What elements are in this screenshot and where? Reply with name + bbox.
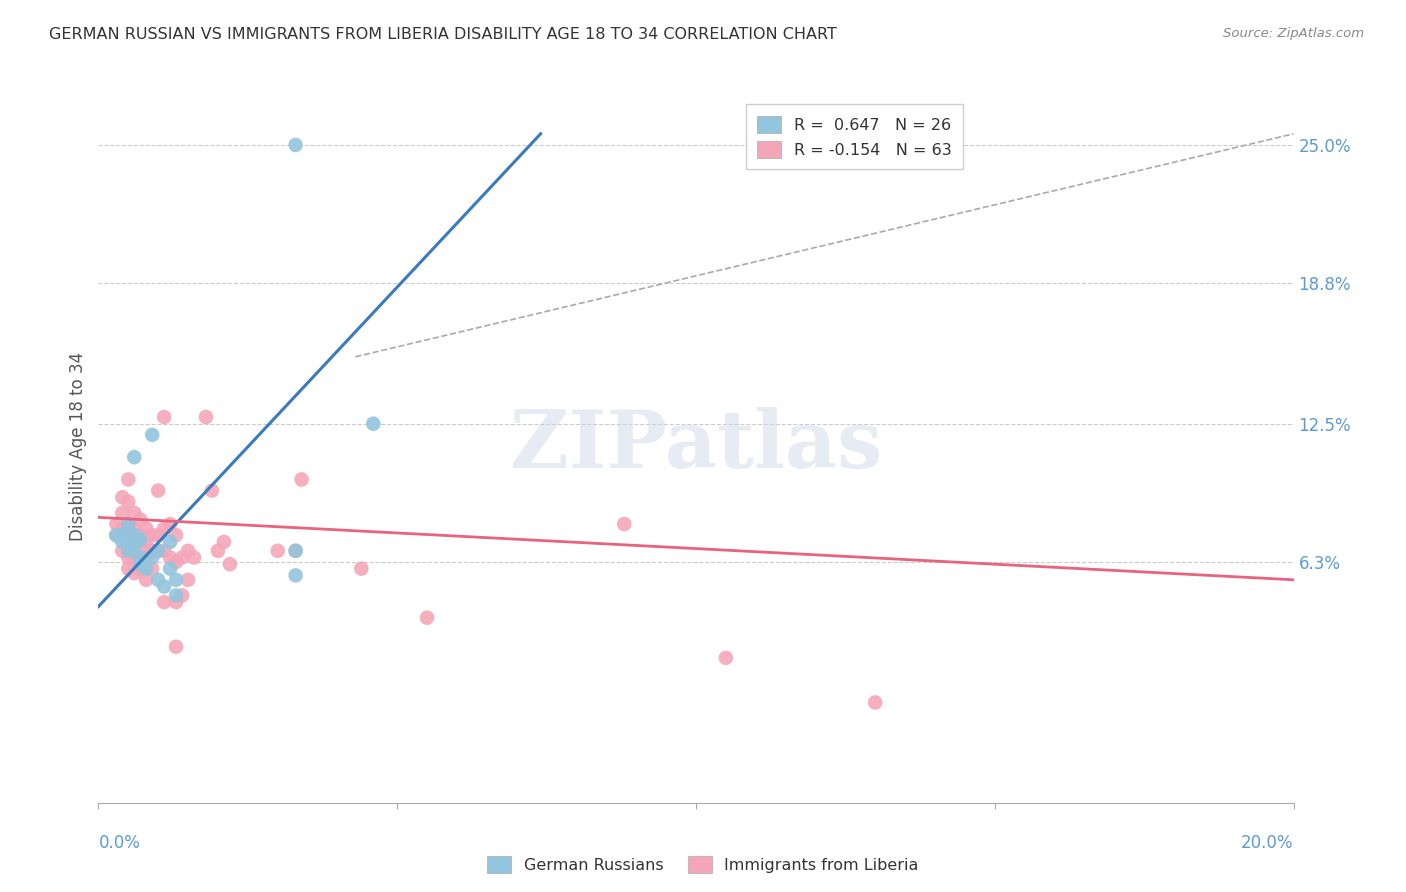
Point: [117, 516, 139, 531]
Point: [111, 534, 134, 549]
Text: ZIPatlas: ZIPatlas: [510, 407, 882, 485]
Point: [117, 494, 139, 508]
Point: [219, 557, 242, 572]
Point: [284, 543, 307, 558]
Point: [111, 528, 134, 542]
Point: [159, 550, 181, 565]
Point: [124, 506, 146, 520]
Point: [129, 550, 152, 565]
Point: [350, 562, 373, 576]
Point: [183, 550, 205, 565]
Point: [141, 428, 163, 442]
Point: [714, 651, 737, 665]
Point: [284, 568, 307, 582]
Point: [165, 595, 187, 609]
Point: [148, 543, 170, 558]
Point: [613, 516, 636, 531]
Point: [129, 557, 152, 572]
Point: [129, 539, 152, 553]
Point: [165, 555, 187, 569]
Point: [111, 543, 134, 558]
Point: [165, 640, 187, 654]
Point: [124, 543, 146, 558]
Point: [153, 521, 176, 535]
Point: [172, 589, 194, 603]
Point: [124, 534, 146, 549]
Point: [153, 410, 176, 425]
Point: [201, 483, 224, 498]
Point: [267, 543, 290, 558]
Point: [865, 696, 887, 710]
Y-axis label: Disability Age 18 to 34: Disability Age 18 to 34: [69, 351, 87, 541]
Point: [117, 516, 139, 531]
Point: [291, 473, 314, 487]
Point: [172, 550, 194, 565]
Point: [141, 562, 163, 576]
Point: [153, 580, 176, 594]
Point: [141, 528, 163, 542]
Legend: R =  0.647   N = 26, R = -0.154   N = 63: R = 0.647 N = 26, R = -0.154 N = 63: [747, 104, 963, 169]
Point: [111, 528, 134, 542]
Point: [111, 490, 134, 504]
Point: [124, 528, 146, 542]
Point: [124, 555, 146, 569]
Point: [135, 521, 157, 535]
Point: [129, 550, 152, 565]
Point: [135, 550, 157, 565]
Text: 20.0%: 20.0%: [1241, 834, 1294, 852]
Point: [135, 534, 157, 549]
Point: [117, 534, 139, 549]
Point: [124, 450, 146, 464]
Point: [148, 573, 170, 587]
Point: [111, 521, 134, 535]
Point: [177, 543, 200, 558]
Point: [165, 528, 187, 542]
Point: [117, 562, 139, 576]
Point: [117, 543, 139, 558]
Point: [148, 543, 170, 558]
Point: [111, 506, 134, 520]
Point: [148, 483, 170, 498]
Point: [105, 516, 128, 531]
Point: [124, 521, 146, 535]
Point: [129, 533, 152, 547]
Point: [135, 573, 157, 587]
Point: [159, 516, 181, 531]
Point: [284, 543, 307, 558]
Point: [195, 410, 218, 425]
Point: [129, 528, 152, 542]
Point: [165, 573, 187, 587]
Point: [117, 539, 139, 553]
Text: Source: ZipAtlas.com: Source: ZipAtlas.com: [1223, 27, 1364, 40]
Point: [177, 573, 200, 587]
Point: [159, 562, 181, 576]
Point: [117, 528, 139, 542]
Point: [153, 595, 176, 609]
Legend: German Russians, Immigrants from Liberia: German Russians, Immigrants from Liberia: [481, 849, 925, 880]
Point: [117, 473, 139, 487]
Point: [124, 539, 146, 553]
Point: [284, 138, 307, 153]
Text: GERMAN RUSSIAN VS IMMIGRANTS FROM LIBERIA DISABILITY AGE 18 TO 34 CORRELATION CH: GERMAN RUSSIAN VS IMMIGRANTS FROM LIBERI…: [49, 27, 837, 42]
Point: [135, 562, 157, 576]
Point: [105, 528, 128, 542]
Point: [363, 417, 385, 431]
Point: [124, 566, 146, 581]
Point: [141, 543, 163, 558]
Point: [153, 543, 176, 558]
Point: [148, 528, 170, 542]
Text: 0.0%: 0.0%: [98, 834, 141, 852]
Point: [129, 512, 152, 526]
Point: [117, 550, 139, 565]
Point: [105, 528, 128, 542]
Point: [165, 589, 187, 603]
Point: [141, 550, 163, 565]
Point: [416, 610, 439, 624]
Point: [159, 534, 181, 549]
Point: [207, 543, 229, 558]
Point: [129, 562, 152, 576]
Point: [212, 534, 235, 549]
